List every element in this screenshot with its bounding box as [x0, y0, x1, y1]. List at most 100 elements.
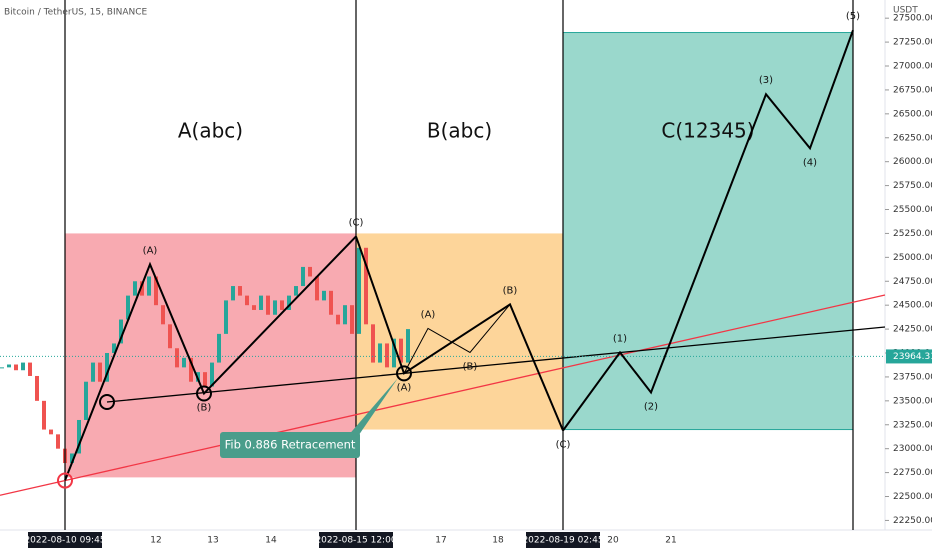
- candle: [133, 281, 137, 296]
- candle: [98, 362, 102, 382]
- candle: [308, 266, 312, 277]
- y-tick-label: 22750.00: [893, 468, 932, 478]
- currency: USDT: [893, 6, 918, 16]
- candle: [14, 364, 18, 371]
- candle: [392, 338, 396, 368]
- pivot-circle: [396, 365, 412, 382]
- candle: [287, 295, 291, 310]
- candle: [168, 324, 172, 349]
- y-tick-label: 26500.00: [893, 109, 932, 119]
- candle: [140, 281, 144, 296]
- wave-label: (A): [397, 382, 412, 393]
- candle: [294, 286, 298, 296]
- candle: [322, 290, 326, 301]
- symbol-title: Bitcoin / TetherUS, 15, BINANCE: [4, 8, 148, 18]
- y-tick-label: 25000.00: [893, 253, 932, 263]
- candle: [301, 266, 305, 287]
- annotation-pointer: [340, 378, 398, 445]
- candle: [119, 319, 123, 344]
- candle: [42, 400, 46, 430]
- candle: [28, 362, 32, 376]
- trendline: [106, 326, 886, 403]
- candle: [224, 300, 228, 334]
- x-tick-label: 20: [607, 536, 619, 546]
- x-tick-label: 21: [665, 536, 676, 546]
- candle: [385, 343, 389, 368]
- candle: [49, 429, 53, 435]
- x-tick-label: 17: [435, 536, 446, 546]
- x-label-bg: [319, 532, 393, 548]
- candle: [112, 343, 116, 354]
- wave-label: (B): [197, 402, 212, 413]
- candle: [252, 305, 256, 310]
- trendline: [0, 294, 886, 496]
- y-tick-label: 27500.00: [893, 14, 932, 24]
- candle: [161, 305, 165, 325]
- x-label-bg: [526, 532, 600, 548]
- wave-label: (C): [349, 217, 364, 228]
- zone-title: C(12345): [661, 119, 754, 143]
- y-tick-label: 22500.00: [893, 492, 932, 502]
- candle: [175, 348, 179, 368]
- candle: [147, 276, 151, 296]
- x-tick-label: 18: [492, 536, 504, 546]
- wave-label: (4): [803, 157, 817, 168]
- x-label-bg: [28, 532, 102, 548]
- y-tick-label: 23750.00: [893, 372, 932, 382]
- annotation-box: [220, 432, 360, 458]
- wave-label: (1): [613, 333, 627, 344]
- wave-label: (3): [759, 75, 773, 86]
- plot: A(abc) B(abc) C(12345) (A) (B) (C) (A) (B) (C) (A…: [0, 0, 886, 530]
- candle: [280, 300, 284, 310]
- candle: [231, 286, 235, 301]
- wave-label: (B): [463, 361, 478, 372]
- x-tick-label: 2022-08-10 09:45: [24, 536, 105, 546]
- y-tick-label: 24250.00: [893, 325, 932, 335]
- zone-title: A(abc): [178, 119, 243, 143]
- candle: [273, 300, 277, 315]
- wave-label: (5): [846, 11, 860, 22]
- y-tick-label: 26750.00: [893, 85, 932, 95]
- y-tick-label: 22250.00: [893, 516, 932, 526]
- y-tick-label: 24750.00: [893, 277, 932, 287]
- candle: [154, 276, 158, 306]
- wave-line: [64, 235, 357, 481]
- last-price-label: 23964.31: [893, 352, 932, 362]
- wave-line: [562, 29, 854, 432]
- candle: [182, 357, 186, 368]
- wave-label: (C): [556, 440, 571, 451]
- y-tick-label: 26000.00: [893, 157, 932, 167]
- y-tick-label: 23250.00: [893, 420, 932, 430]
- candle: [357, 247, 361, 334]
- x-tick-label: 2022-08-19 02:45: [522, 536, 603, 546]
- y-tick-label: 26250.00: [893, 133, 932, 143]
- candle: [364, 247, 368, 325]
- candle: [77, 419, 81, 454]
- candle: [70, 453, 74, 464]
- wave-label: (A): [421, 309, 436, 320]
- zone-title: B(abc): [427, 119, 492, 143]
- candle: [406, 329, 410, 363]
- candle: [266, 295, 270, 315]
- candle: [399, 338, 403, 363]
- y-tick-label: 23500.00: [893, 396, 932, 406]
- candle: [189, 357, 193, 382]
- candle: [315, 276, 319, 301]
- candle: [350, 305, 354, 334]
- y-tick-label: 27250.00: [893, 38, 932, 48]
- candle: [91, 362, 95, 382]
- candle: [203, 372, 207, 387]
- candle: [371, 324, 375, 363]
- candle: [217, 333, 221, 363]
- wave-label: (A): [143, 245, 158, 256]
- candle: [84, 381, 88, 420]
- y-tick-label: 23000.00: [893, 444, 932, 454]
- candle: [378, 343, 382, 363]
- wave-line: [403, 304, 511, 374]
- x-tick-label: 14: [265, 536, 277, 546]
- wave-label: (B): [503, 285, 518, 296]
- candle: [245, 295, 249, 306]
- candle: [336, 314, 340, 325]
